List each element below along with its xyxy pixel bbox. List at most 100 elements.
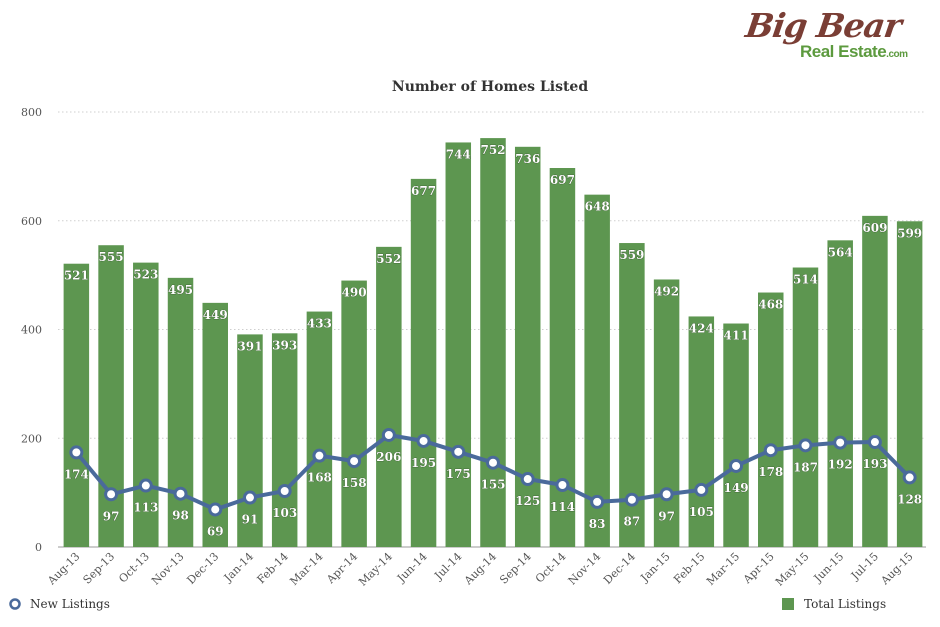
bar-value-label: 609 [862, 221, 887, 235]
line-value-label: 206 [376, 450, 401, 464]
y-tick-label: 200 [21, 432, 42, 445]
line-value-label: 103 [272, 506, 297, 520]
bar [133, 262, 159, 547]
line-point [242, 490, 257, 505]
x-tick-label: Mar-15 [704, 550, 742, 588]
line-point [590, 494, 605, 509]
line-point [729, 458, 744, 473]
bar-value-label: 559 [619, 248, 644, 262]
x-tick-label: Mar-14 [287, 550, 325, 588]
line-value-label: 168 [307, 471, 332, 485]
bar [514, 146, 541, 548]
bar-value-label: 468 [758, 298, 783, 312]
line-point [104, 487, 119, 502]
line-value-label: 114 [550, 500, 575, 514]
logo-com-suffix: .com [886, 49, 908, 60]
line-point [416, 433, 431, 448]
x-tick-label: Dec-14 [601, 550, 638, 587]
bar-value-label: 744 [446, 147, 471, 161]
line-value-label: 187 [793, 460, 818, 474]
bar-value-label: 490 [342, 286, 367, 300]
line-point [798, 438, 813, 453]
x-tick-label: Aug-15 [878, 550, 916, 588]
line-point [833, 435, 848, 450]
bar [271, 333, 298, 547]
line-value-label: 128 [897, 492, 922, 506]
x-tick-label: May-14 [356, 550, 395, 589]
bar [758, 292, 784, 547]
x-tick-label: Jul-14 [431, 550, 464, 583]
bar [480, 138, 506, 547]
bar-value-label: 697 [550, 173, 575, 187]
bar-value-label: 393 [272, 338, 297, 352]
bar [410, 178, 437, 547]
chart-title: Number of Homes Listed [391, 79, 589, 95]
bar [862, 215, 888, 547]
line-value-label: 113 [133, 501, 158, 515]
bar [341, 280, 367, 547]
x-tick-label: May-15 [773, 550, 812, 589]
bar-value-label: 555 [99, 250, 124, 264]
bar [237, 334, 263, 547]
bar [688, 316, 715, 547]
line-point [138, 478, 153, 493]
bar [827, 240, 853, 547]
bar-value-label: 411 [724, 329, 749, 343]
line-value-label: 69 [207, 524, 224, 538]
bar-value-label: 736 [515, 152, 540, 166]
x-tick-label: Jan-14 [221, 550, 256, 585]
bar [896, 221, 923, 547]
y-tick-label: 400 [21, 324, 42, 337]
line-value-label: 125 [515, 494, 540, 508]
line-value-label: 91 [242, 513, 259, 527]
legend-total-listings[interactable]: Total Listings [782, 597, 886, 611]
legend-total-listings-swatch [782, 598, 794, 610]
x-tick-label: Jun-14 [394, 550, 430, 586]
line-value-label: 195 [411, 456, 436, 470]
x-tick-label: Nov-14 [566, 550, 604, 588]
legend-total-listings-label: Total Listings [804, 597, 887, 611]
bar [723, 323, 749, 547]
x-tick-label: Dec-13 [184, 550, 221, 587]
bar-value-label: 677 [411, 184, 436, 198]
line-value-label: 178 [758, 465, 783, 479]
legend-new-listings[interactable]: New Listings [8, 597, 110, 611]
bar-value-label: 523 [133, 268, 158, 282]
bar-value-label: 648 [585, 200, 610, 214]
x-tick-label: Apr-14 [323, 550, 360, 587]
line-value-label: 149 [724, 481, 749, 495]
legend-new-listings-marker [9, 598, 21, 610]
line-point [208, 502, 223, 517]
line-value-label: 97 [103, 509, 120, 523]
line-point [694, 482, 709, 497]
line-point [347, 454, 362, 469]
bar-value-label: 514 [793, 273, 818, 287]
line-point [659, 487, 674, 502]
line-point [277, 483, 292, 498]
line-point [451, 444, 466, 459]
line-value-label: 155 [480, 478, 505, 492]
x-tick-label: Nov-13 [149, 550, 187, 588]
bar [63, 263, 90, 547]
bar [653, 279, 680, 547]
bar [445, 142, 472, 547]
x-tick-label: Apr-15 [740, 550, 777, 587]
line-point [69, 445, 84, 460]
bar-value-label: 521 [64, 269, 89, 283]
x-tick-label: Oct-13 [116, 550, 152, 586]
logo: Big Bear Real Estate.com [742, 6, 922, 66]
line-point [624, 492, 639, 507]
x-tick-label: Feb-14 [255, 550, 291, 586]
line-point [902, 470, 917, 485]
bar-value-label: 495 [168, 283, 193, 297]
bar-value-label: 552 [376, 252, 401, 266]
x-tick-label: Jul-15 [848, 550, 881, 583]
y-tick-label: 800 [21, 106, 42, 119]
bar [306, 311, 333, 547]
line-value-label: 83 [589, 517, 606, 531]
bar [792, 267, 819, 547]
bar-value-label: 752 [480, 143, 505, 157]
line-point [486, 455, 500, 470]
bar-value-label: 564 [828, 245, 853, 259]
legend-new-listings-label: New Listings [30, 597, 110, 611]
